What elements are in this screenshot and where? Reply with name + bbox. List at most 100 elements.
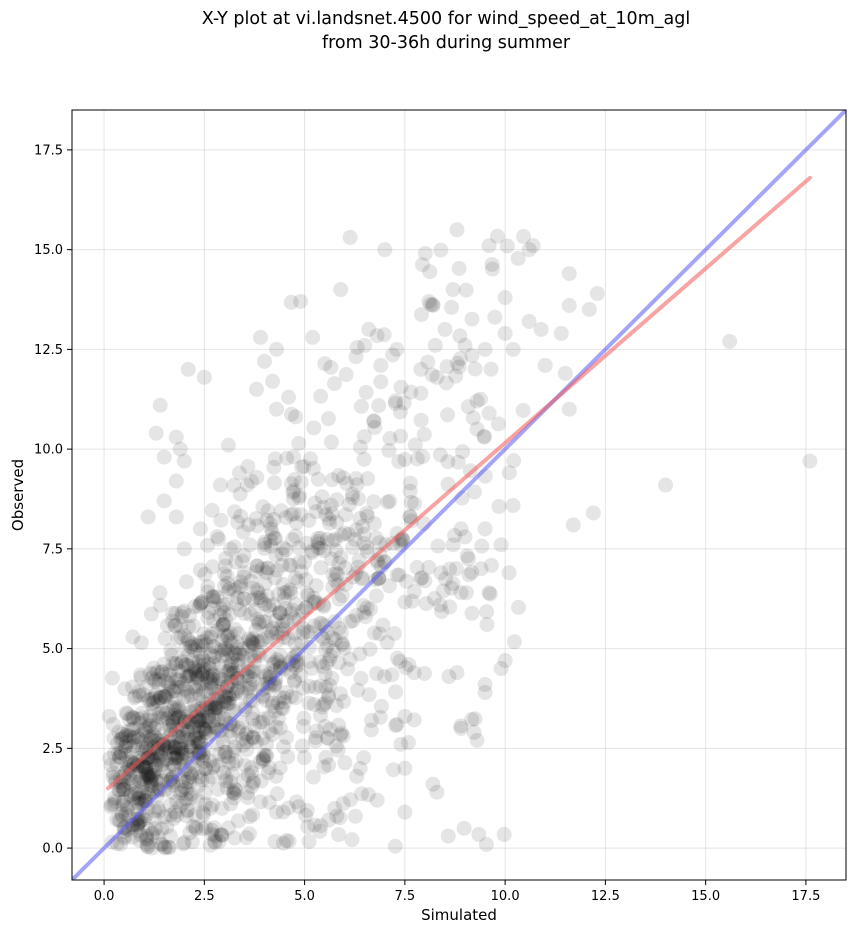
data-point <box>301 678 317 694</box>
data-point <box>170 749 186 765</box>
data-point <box>190 670 206 686</box>
data-point <box>207 691 223 707</box>
data-point <box>253 773 269 789</box>
data-point <box>288 596 304 612</box>
data-point <box>243 473 259 489</box>
data-point <box>373 357 389 373</box>
data-point <box>130 795 146 811</box>
data-point <box>261 760 277 776</box>
data-point <box>515 402 531 418</box>
data-point <box>366 413 382 429</box>
data-point <box>249 611 265 627</box>
data-point <box>802 453 818 469</box>
data-point <box>204 626 220 642</box>
data-point <box>323 648 339 664</box>
data-point <box>205 559 221 575</box>
data-point <box>344 490 360 506</box>
data-point <box>188 682 204 698</box>
data-point <box>220 437 236 453</box>
data-point <box>297 554 313 570</box>
data-point <box>143 606 159 622</box>
data-point <box>381 578 397 594</box>
data-point <box>251 616 267 632</box>
data-point <box>373 374 389 390</box>
data-point <box>142 708 158 724</box>
data-point <box>232 646 248 662</box>
data-point <box>341 526 357 542</box>
data-point <box>465 410 481 426</box>
data-point <box>269 562 285 578</box>
data-point <box>161 677 177 693</box>
data-point <box>432 597 448 613</box>
data-point <box>312 654 328 670</box>
data-point <box>150 800 166 816</box>
data-point <box>166 710 182 726</box>
data-point <box>142 692 158 708</box>
data-point <box>266 530 282 546</box>
data-point <box>222 728 238 744</box>
data-point <box>268 719 284 735</box>
data-point <box>321 689 337 705</box>
data-point <box>464 605 480 621</box>
data-point <box>197 796 213 812</box>
data-point <box>132 833 148 849</box>
data-point <box>213 601 229 617</box>
data-point <box>200 579 216 595</box>
data-point <box>266 511 282 527</box>
data-point <box>192 719 208 735</box>
data-point <box>195 593 211 609</box>
data-point <box>204 502 220 518</box>
data-point <box>262 602 278 618</box>
data-point <box>256 537 272 553</box>
data-point <box>150 829 166 845</box>
data-point <box>489 228 505 244</box>
data-point <box>205 600 221 616</box>
data-point <box>141 766 157 782</box>
data-point <box>329 492 345 508</box>
data-point <box>115 730 131 746</box>
data-point <box>248 381 264 397</box>
data-point <box>245 705 261 721</box>
data-point <box>131 790 147 806</box>
data-point <box>268 547 284 563</box>
data-point <box>234 553 250 569</box>
data-point <box>152 706 168 722</box>
data-point <box>272 605 288 621</box>
data-point <box>235 524 251 540</box>
data-point <box>159 819 175 835</box>
data-point <box>148 771 164 787</box>
data-point <box>105 716 121 732</box>
data-point <box>197 566 213 582</box>
data-point <box>399 573 415 589</box>
data-point <box>435 583 451 599</box>
data-point <box>257 575 273 591</box>
data-point <box>152 597 168 613</box>
data-point <box>236 606 252 622</box>
data-point <box>274 700 290 716</box>
data-point <box>239 725 255 741</box>
data-point <box>362 601 378 617</box>
data-point <box>134 734 150 750</box>
data-point <box>265 656 281 672</box>
data-point <box>189 671 205 687</box>
data-point <box>327 572 343 588</box>
data-point <box>266 475 282 491</box>
data-point <box>217 748 233 764</box>
data-point <box>368 530 384 546</box>
data-point <box>381 443 397 459</box>
data-point <box>270 710 286 726</box>
data-point <box>307 733 323 749</box>
data-point <box>338 507 354 523</box>
data-point <box>334 725 350 741</box>
data-point <box>219 695 235 711</box>
data-point <box>115 794 131 810</box>
data-point <box>207 834 223 850</box>
data-point <box>357 337 373 353</box>
data-point <box>238 830 254 846</box>
data-point <box>215 734 231 750</box>
data-point <box>278 600 294 616</box>
data-point <box>168 605 184 621</box>
data-point <box>170 630 186 646</box>
data-point <box>268 768 284 784</box>
